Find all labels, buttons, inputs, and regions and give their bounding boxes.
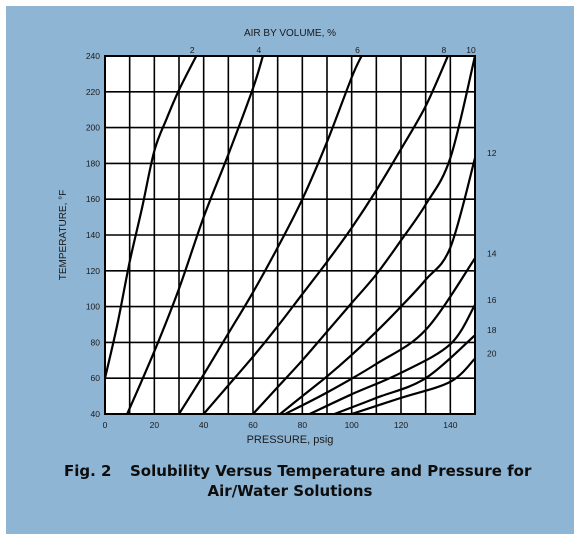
curve-6-percent bbox=[178, 56, 363, 414]
curve-16-percent bbox=[309, 304, 475, 414]
curve-2-percent bbox=[105, 56, 198, 379]
series-label-4: 4 bbox=[256, 45, 261, 55]
y-tick-label: 120 bbox=[86, 266, 100, 276]
series-label-6: 6 bbox=[355, 45, 360, 55]
top-axis-label: AIR BY VOLUME, % bbox=[244, 28, 336, 39]
x-tick-label: 100 bbox=[345, 420, 359, 430]
x-tick-label: 60 bbox=[248, 420, 258, 430]
y-tick-label: 80 bbox=[91, 337, 101, 347]
y-tick-labels: 40 60 80 100 120 140 160 180 200 220 240 bbox=[86, 51, 100, 419]
y-tick-label: 100 bbox=[86, 302, 100, 312]
figure: 0 20 40 60 80 100 120 140 40 60 80 100 120 140 160 180… bbox=[6, 6, 574, 534]
y-tick-label: 240 bbox=[86, 51, 100, 61]
curve-8-percent bbox=[202, 56, 449, 414]
y-tick-label: 140 bbox=[86, 230, 100, 240]
x-tick-label: 140 bbox=[443, 420, 457, 430]
x-tick-label: 120 bbox=[394, 420, 408, 430]
x-tick-label: 0 bbox=[103, 420, 108, 430]
x-axis-label: PRESSURE, psig bbox=[247, 434, 334, 446]
y-axis-label: TEMPERATURE, °F bbox=[58, 190, 69, 280]
series-labels: 2 4 6 8 10 12 14 16 18 20 bbox=[190, 45, 497, 359]
x-tick-label: 20 bbox=[150, 420, 160, 430]
series-label-8: 8 bbox=[441, 45, 446, 55]
caption-line-2: Air/Water Solutions bbox=[207, 482, 373, 500]
y-tick-label: 220 bbox=[86, 87, 100, 97]
caption-line-1: Solubility Versus Temperature and Pressu… bbox=[130, 462, 532, 480]
y-tick-label: 200 bbox=[86, 123, 100, 133]
curves bbox=[105, 56, 475, 414]
y-tick-label: 40 bbox=[91, 409, 101, 419]
series-label-2: 2 bbox=[190, 45, 195, 55]
series-label-10: 10 bbox=[466, 45, 476, 55]
series-label-14: 14 bbox=[487, 248, 497, 258]
series-label-20: 20 bbox=[487, 349, 497, 359]
series-label-18: 18 bbox=[487, 325, 497, 335]
series-label-12: 12 bbox=[487, 148, 497, 158]
plot-frame bbox=[104, 55, 476, 415]
x-tick-label: 80 bbox=[298, 420, 308, 430]
y-tick-label: 180 bbox=[86, 158, 100, 168]
curve-12-percent bbox=[279, 157, 475, 414]
curve-10-percent bbox=[252, 56, 475, 414]
curve-20-percent bbox=[351, 357, 475, 414]
y-tick-label: 60 bbox=[91, 373, 101, 383]
y-tick-label: 160 bbox=[86, 194, 100, 204]
caption-label: Fig. 2 bbox=[64, 462, 112, 480]
chart: 0 20 40 60 80 100 120 140 406080100120140160180… bbox=[58, 28, 497, 446]
x-tick-labels: 0 20 40 60 80 100 120 140 bbox=[103, 420, 458, 430]
series-label-16: 16 bbox=[487, 295, 497, 305]
curve-14-percent bbox=[284, 257, 475, 414]
x-tick-label: 40 bbox=[199, 420, 209, 430]
curve-18-percent bbox=[334, 334, 475, 414]
curve-4-percent bbox=[126, 56, 264, 414]
